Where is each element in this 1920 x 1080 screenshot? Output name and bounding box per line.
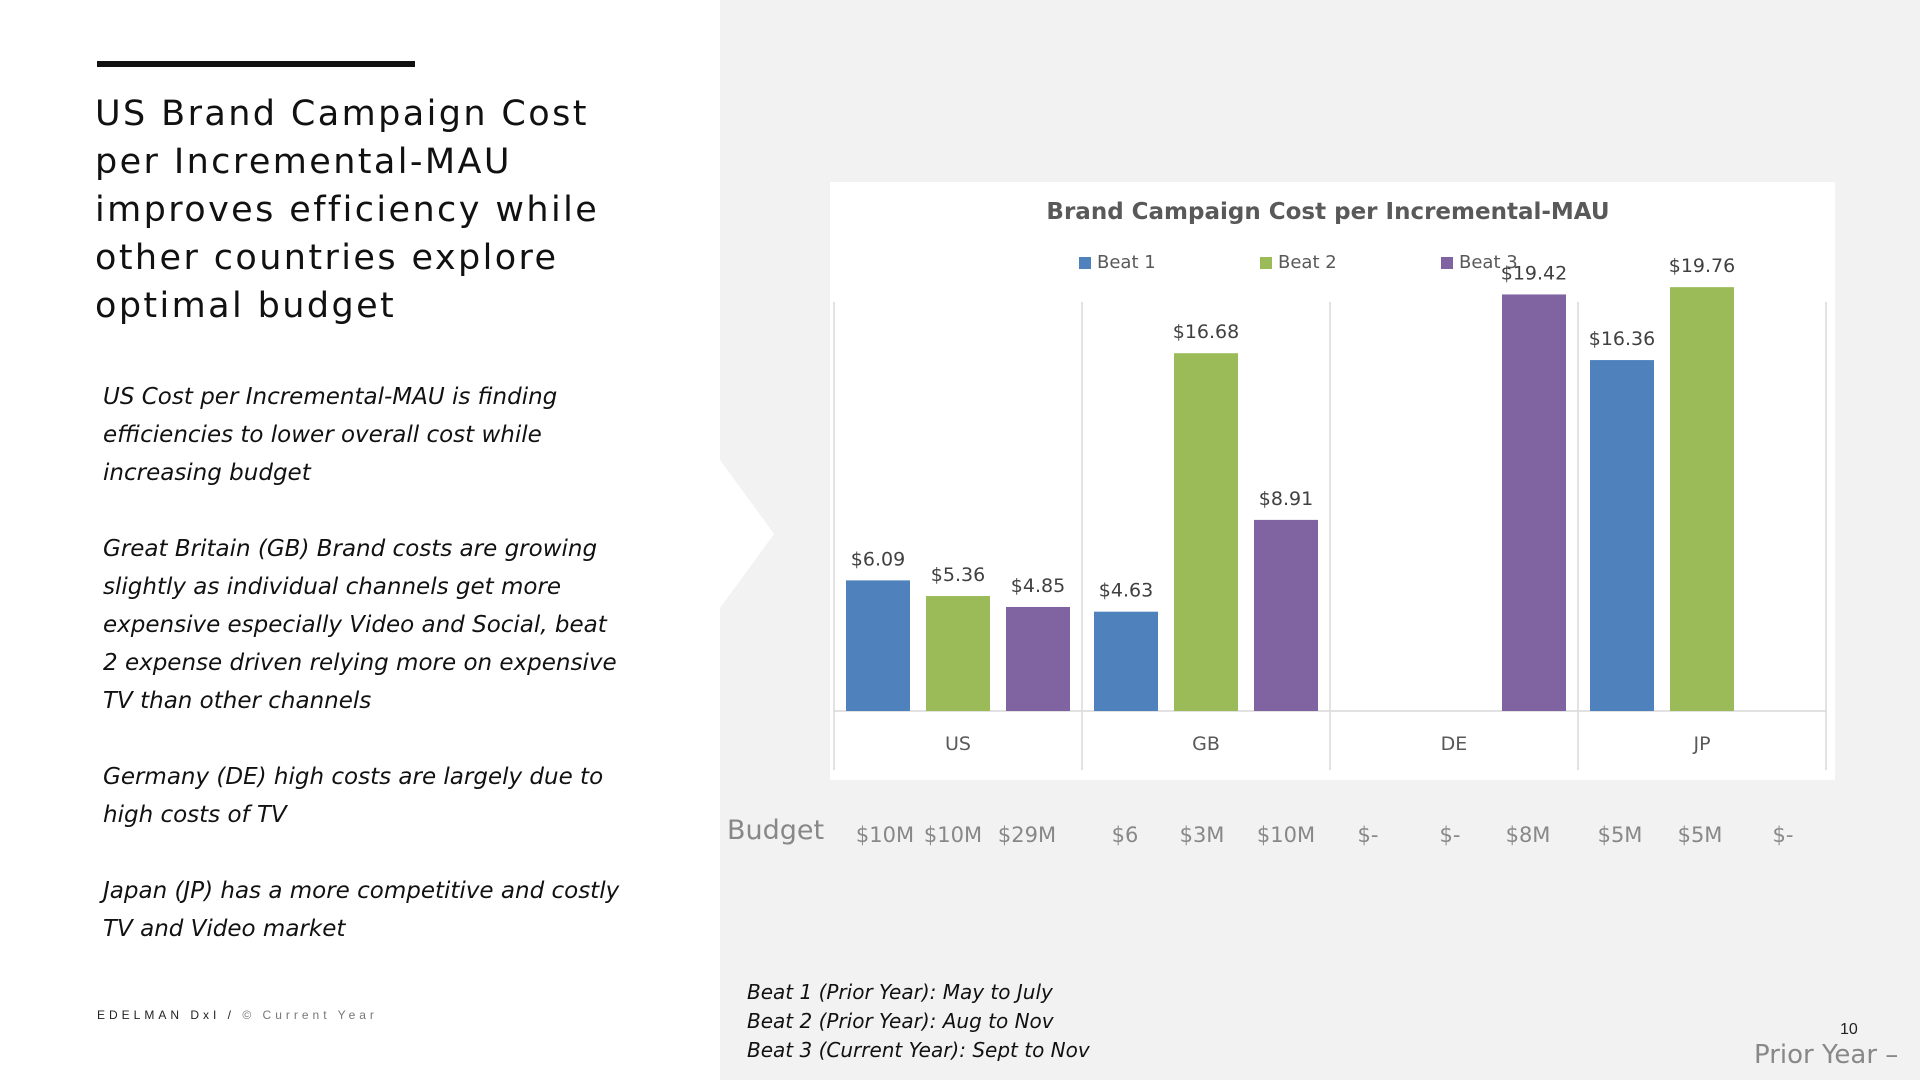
budget-value-jp-beat-2: $5M: [1677, 823, 1723, 847]
category-label-gb: GB: [1192, 733, 1220, 755]
legend-swatch-beat-1: [1079, 257, 1091, 269]
legend-swatch-beat-3: [1441, 257, 1453, 269]
bar-jp-beat-2: [1670, 287, 1734, 711]
budget-value-de-beat-2: $-: [1439, 823, 1461, 847]
chart-legend: Beat 1 Beat 2 Beat 3: [1079, 252, 1518, 273]
bar-us-beat-3: [1006, 606, 1070, 711]
arrow-notch: [720, 460, 774, 608]
prior-year-label: Prior Year –: [1754, 1040, 1899, 1070]
note-beat-2: Beat 2 (Prior Year): Aug to Nov: [747, 1009, 1054, 1033]
category-label-us: US: [945, 733, 971, 755]
budget-value-jp-beat-3: $-: [1772, 823, 1794, 847]
title-rule: [97, 61, 415, 67]
budget-value-de-beat-3: $8M: [1505, 823, 1551, 847]
data-label-gb-beat-1: $4.63: [1099, 580, 1153, 602]
footer-copyright: © Current Year: [242, 1008, 378, 1022]
bullet-list: US Cost per Incremental-MAU is finding e…: [103, 378, 623, 986]
bar-chart: Brand Campaign Cost per Incremental-MAU …: [833, 199, 1827, 770]
budget-row: Budget $10M $10M $29M $6 $3M $10M $- $- …: [0, 815, 1920, 855]
budget-value-jp-beat-1: $5M: [1597, 823, 1643, 847]
page-number: 10: [1840, 1021, 1858, 1038]
budget-value-us-beat-3: $29M: [997, 823, 1057, 847]
bar-gb-beat-3: [1254, 519, 1318, 711]
data-label-gb-beat-3: $8.91: [1259, 488, 1313, 510]
category-label-jp: JP: [1692, 733, 1710, 755]
data-label-jp-beat-2: $19.76: [1669, 255, 1735, 277]
legend-swatch-beat-2: [1260, 257, 1272, 269]
bullet-de: Germany (DE) high costs are largely due …: [103, 764, 604, 828]
budget-value-us-beat-1: $10M: [855, 823, 915, 847]
chart-category-labels: US GB DE JP: [945, 733, 1711, 755]
footer-brand-name: EDELMAN DxI /: [97, 1008, 236, 1022]
data-label-gb-beat-2: $16.68: [1173, 321, 1239, 343]
slide-headline: US Brand Campaign Cost per Incremental-M…: [95, 94, 600, 326]
chart-card: Brand Campaign Cost per Incremental-MAU …: [830, 182, 1835, 780]
data-label-us-beat-1: $6.09: [851, 548, 905, 570]
chart-bars: [846, 287, 1734, 711]
bullet-us: US Cost per Incremental-MAU is finding e…: [103, 384, 558, 486]
budget-value-gb-beat-1: $6: [1111, 823, 1139, 847]
bullet-gb: Great Britain (GB) Brand costs are growi…: [103, 536, 617, 714]
bar-jp-beat-1: [1590, 360, 1654, 711]
chart-title: Brand Campaign Cost per Incremental-MAU: [1046, 199, 1609, 225]
legend-label-beat-2: Beat 2: [1278, 252, 1337, 273]
data-label-us-beat-3: $4.85: [1011, 575, 1065, 597]
left-panel: US Brand Campaign Cost per Incremental-M…: [0, 0, 720, 1080]
budget-value-gb-beat-2: $3M: [1179, 823, 1225, 847]
chart-frame: [833, 302, 1827, 770]
budget-label: Budget: [727, 815, 825, 846]
bar-de-beat-3: [1502, 294, 1566, 711]
data-label-us-beat-2: $5.36: [931, 564, 985, 586]
bar-us-beat-2: [926, 596, 990, 711]
beat-notes: Beat 1 (Prior Year): May to July Beat 2 …: [747, 978, 1090, 1065]
footer-brand: EDELMAN DxI / © Current Year: [97, 1008, 378, 1022]
bullet-jp: Japan (JP) has a more competitive and co…: [103, 878, 620, 942]
bar-us-beat-1: [846, 580, 910, 711]
bar-gb-beat-1: [1094, 611, 1158, 711]
bar-gb-beat-2: [1174, 353, 1238, 711]
note-beat-1: Beat 1 (Prior Year): May to July: [747, 980, 1053, 1004]
chart-data-labels: $6.09 $5.36 $4.85 $4.63 $16.68 $8.91 $19.42 $16…: [851, 255, 1735, 602]
budget-value-us-beat-2: $10M: [923, 823, 983, 847]
legend-label-beat-3: Beat 3: [1459, 252, 1518, 273]
legend-label-beat-1: Beat 1: [1097, 252, 1156, 273]
budget-value-gb-beat-3: $10M: [1256, 823, 1316, 847]
budget-value-de-beat-1: $-: [1357, 823, 1379, 847]
data-label-de-beat-3: $19.42: [1501, 262, 1567, 284]
category-label-de: DE: [1441, 733, 1468, 755]
note-beat-3: Beat 3 (Current Year): Sept to Nov: [747, 1038, 1090, 1062]
data-label-jp-beat-1: $16.36: [1589, 328, 1655, 350]
